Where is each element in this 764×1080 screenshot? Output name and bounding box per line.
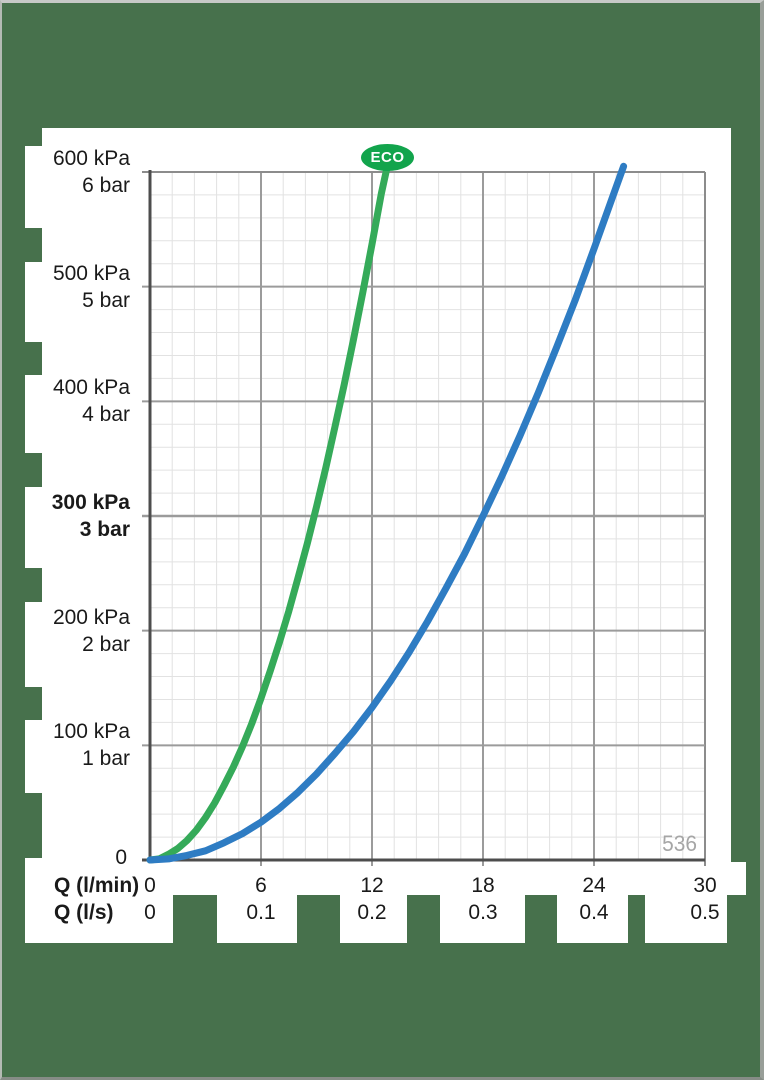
y-label-bar: 6 bar [82,174,130,197]
y-label-bar: 3 bar [79,518,130,541]
x-tick-lmin-0: 0 [144,874,156,897]
eco-badge: ECO [361,144,414,171]
panel-step [25,487,42,568]
panel-step [25,895,173,943]
y-label-kpa: 100 kPa [52,720,130,744]
x-tick-lmin-18: 18 [471,874,495,897]
panel-step [25,375,42,453]
flow-curve [146,162,628,864]
y-label-kpa: 400 kPa [52,376,130,400]
x-tick-ls-0.1: 0.1 [246,901,276,924]
y-label-kpa: 500 kPa [52,261,130,285]
y-label-bar: 4 bar [82,403,130,427]
y-axis-label-200kpa: 200 kPa 2 bar [10,604,130,658]
pressure-flow-plot [142,162,706,866]
x-axis-title-ls: Q (l/s) [54,901,114,924]
y-axis-label-600kpa: 600 kPa 6 bar [10,145,130,199]
panel-step [557,895,628,943]
y-label-bar: 2 bar [82,632,130,656]
panel-step [25,720,42,793]
y-axis-label-100kpa: 100 kPa 1 bar [10,718,130,772]
x-tick-ls-0.5: 0.5 [690,901,720,924]
x-tick-lmin-6: 6 [255,874,267,897]
y-axis-label-400kpa: 400 kPa 4 bar [10,374,130,428]
x-tick-lmin-30: 30 [693,874,717,897]
x-tick-lmin-24: 24 [582,874,606,897]
panel-step [217,895,297,943]
x-axis-title-lmin: Q (l/min) [54,874,140,897]
figure-number-watermark: 536 [662,831,697,856]
panel-step [25,262,42,342]
panel-step [25,858,42,895]
y-axis-zero-label: 0 [115,846,127,869]
x-tick-ls-0.4: 0.4 [579,901,609,924]
eco-flow-curve [146,165,391,864]
y-axis-label-500kpa: 500 kPa 5 bar [10,260,130,314]
x-tick-ls-0: 0 [144,901,156,924]
eco-badge-label: ECO [370,149,405,166]
x-tick-lmin-12: 12 [360,874,384,897]
panel-step [25,602,42,687]
panel-step [731,862,746,895]
panel-step [340,895,407,943]
y-label-kpa: 300 kPa [51,491,130,514]
y-label-bar: 1 bar [82,747,130,771]
panel-step [25,146,42,228]
x-tick-ls-0.3: 0.3 [468,901,498,924]
x-tick-ls-0.2: 0.2 [357,901,387,924]
panel-step [440,895,525,943]
y-label-kpa: 200 kPa [52,605,130,629]
y-label-bar: 5 bar [82,288,130,312]
panel-step [645,895,727,943]
y-axis-label-300kpa: 300 kPa 3 bar [10,489,130,543]
y-label-kpa: 600 kPa [52,147,130,170]
